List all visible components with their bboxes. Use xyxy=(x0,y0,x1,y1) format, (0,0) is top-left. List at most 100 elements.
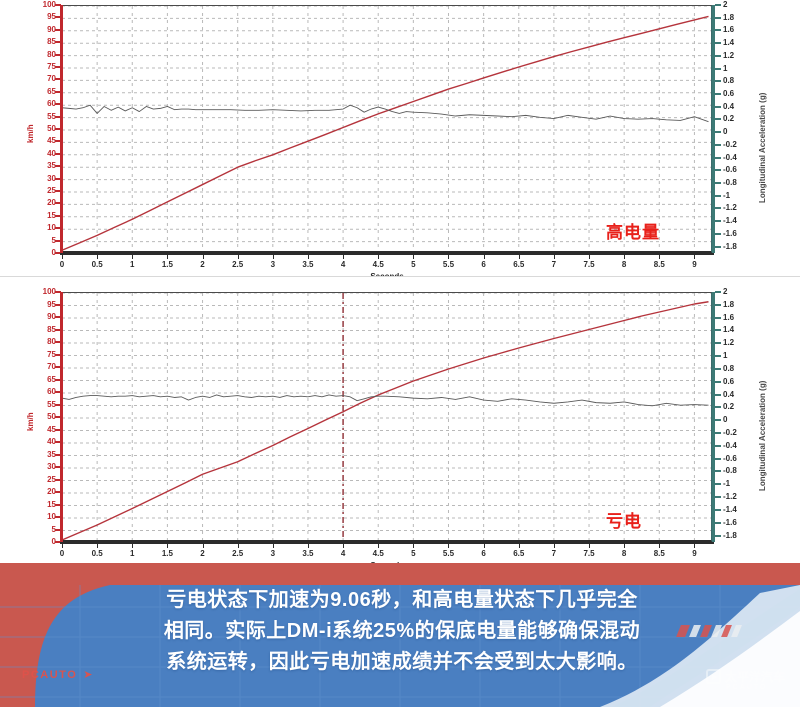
banner-line-1: 亏电状态下加速为9.06秒，和高电量状态下几乎完全 xyxy=(166,589,638,611)
left-axis-spine xyxy=(60,292,63,542)
y2-axis-tick-mark xyxy=(715,207,721,210)
y2-axis-tick-mark xyxy=(715,444,721,447)
y2-axis-tick-mark xyxy=(715,419,721,422)
x-axis-tick-mark xyxy=(553,544,555,548)
y-axis-tick-label: 75 xyxy=(47,349,56,359)
y-axis-tick-label: 55 xyxy=(47,399,56,409)
y2-axis-tick-mark xyxy=(715,406,721,409)
y-axis-tick-label: 5 xyxy=(51,235,56,245)
y2-axis-tick-label: -0.8 xyxy=(723,466,737,476)
y2-axis-tick-mark xyxy=(715,483,721,486)
x-axis-tick-mark xyxy=(659,544,661,548)
x-axis-tick-mark xyxy=(202,255,204,259)
y-axis-tick-mark xyxy=(55,115,61,118)
x-axis-tick-label: 4 xyxy=(340,260,346,269)
x-axis-tick-label: 4 xyxy=(340,549,346,558)
y2-axis-tick-mark xyxy=(715,232,721,235)
y2-axis-tick-label: -0.2 xyxy=(723,428,737,438)
y-axis-tick-mark xyxy=(55,202,61,205)
pcauto-logo-text: 太平洋汽车 xyxy=(725,670,786,684)
y2-axis-tick-mark xyxy=(715,329,721,332)
x-axis-tick-mark xyxy=(624,255,626,259)
y2-axis-tick-label: -1.6 xyxy=(723,517,737,527)
x-axis-tick-label: 0.5 xyxy=(91,260,103,269)
y-axis-tick-mark xyxy=(55,53,61,56)
x-axis-tick-label: 7.5 xyxy=(583,549,595,558)
x-axis-tick-mark xyxy=(694,255,696,259)
x-axis-tick-mark xyxy=(237,255,239,259)
y2-axis-tick-mark xyxy=(715,182,721,185)
plot-svg xyxy=(62,293,711,540)
y2-axis-tick-label: 1.4 xyxy=(723,325,735,335)
x-axis-tick-mark xyxy=(62,544,63,548)
y2-axis-tick-label: 0.2 xyxy=(723,402,735,412)
x-axis-tick-label: 7.5 xyxy=(583,260,595,269)
y2-axis-tick-mark xyxy=(715,4,721,6)
x-axis-tick-mark xyxy=(132,255,134,259)
y2-axis-tick-mark xyxy=(715,194,721,197)
right-axis-spine xyxy=(712,292,715,542)
y-axis-tick-label: 95 xyxy=(47,12,56,22)
x-axis-tick-mark xyxy=(272,255,274,259)
y-axis-tick-mark xyxy=(55,328,61,331)
y2-axis-tick-label: -1 xyxy=(723,190,731,200)
y-axis-tick-mark xyxy=(55,516,61,518)
y2-axis-tick-mark xyxy=(715,67,721,70)
y2-axis-tick-label: 1.4 xyxy=(723,38,735,48)
x-axis-tick-label: 2.5 xyxy=(232,260,244,269)
gridlines xyxy=(62,293,711,540)
y2-axis-title: Longitudinal Acceleration (g) xyxy=(758,380,767,491)
chart-panel-low-battery: 100 95 90 85 80 75 70 65 60 55 50 45 40 35 30 25 20 15 10 5… xyxy=(0,277,800,570)
y-axis-tick-label: 70 xyxy=(47,362,56,371)
y-axis-tick-label: 80 xyxy=(47,337,56,346)
y-axis-tick-mark xyxy=(55,4,61,6)
x-axis-tick-label: 1.5 xyxy=(161,260,173,269)
y-axis-tick-mark xyxy=(55,491,61,493)
y2-axis-tick-mark xyxy=(715,303,721,306)
y-axis-tick-mark xyxy=(55,316,61,318)
x-axis-tick-mark xyxy=(589,255,591,259)
y2-axis-tick-mark xyxy=(715,342,721,345)
y-axis-tick-mark xyxy=(55,140,61,143)
gridlines xyxy=(62,6,711,251)
y2-axis-tick-mark xyxy=(715,42,721,45)
y-axis-title: km/h xyxy=(26,412,35,431)
y-axis-tick-mark xyxy=(55,214,61,217)
y-axis-tick-mark xyxy=(55,41,61,44)
x-axis-tick-label: 3.5 xyxy=(302,260,314,269)
y2-axis-tick-label: -1.8 xyxy=(723,241,737,251)
y2-axis-tick-label: 1.2 xyxy=(723,50,735,60)
pcauto-watermark-text: PCAUTO xyxy=(22,669,78,681)
x-axis-tick-label: 1 xyxy=(130,549,135,558)
y2-axis-tick-mark xyxy=(715,521,721,524)
y2-axis-tick-mark xyxy=(715,29,721,32)
x-axis-tick-label: 8.5 xyxy=(653,549,665,558)
y-axis-tick-label: 45 xyxy=(47,136,56,146)
y2-axis-tick-label: 0.8 xyxy=(723,363,735,373)
y-axis-tick-label: 65 xyxy=(47,374,56,384)
y2-axis-tick-label: -1.6 xyxy=(723,228,737,238)
y-axis-tick-mark xyxy=(55,128,61,130)
y-axis-tick-label: 0 xyxy=(51,537,56,546)
y2-axis-tick-mark xyxy=(715,457,721,460)
y-axis-tick-mark xyxy=(55,291,61,293)
plot-area xyxy=(62,5,712,253)
x-axis-tick-label: 8.5 xyxy=(653,260,665,269)
accel-series-line xyxy=(62,104,709,123)
x-axis-tick-mark xyxy=(413,255,415,259)
y-axis-tick-mark xyxy=(55,103,61,106)
y2-axis-tick-mark xyxy=(715,169,721,172)
chart-state-tag: 高电量 xyxy=(606,223,660,242)
y-axis-tick-label: 75 xyxy=(47,62,56,71)
x-axis-tick-mark xyxy=(659,255,661,259)
x-axis-tick-mark xyxy=(343,255,345,259)
x-axis-tick-mark xyxy=(307,255,309,259)
y2-axis-tick-label: 1 xyxy=(723,63,728,73)
x-axis-line xyxy=(60,253,714,255)
pcauto-logo: 太平洋汽车 xyxy=(706,668,785,685)
x-axis-tick-mark xyxy=(378,544,380,548)
y2-axis-tick-mark xyxy=(715,291,721,293)
x-axis-tick-mark xyxy=(307,544,309,548)
x-axis-tick-label: 7 xyxy=(551,549,557,558)
y-axis-tick-mark xyxy=(55,252,61,254)
